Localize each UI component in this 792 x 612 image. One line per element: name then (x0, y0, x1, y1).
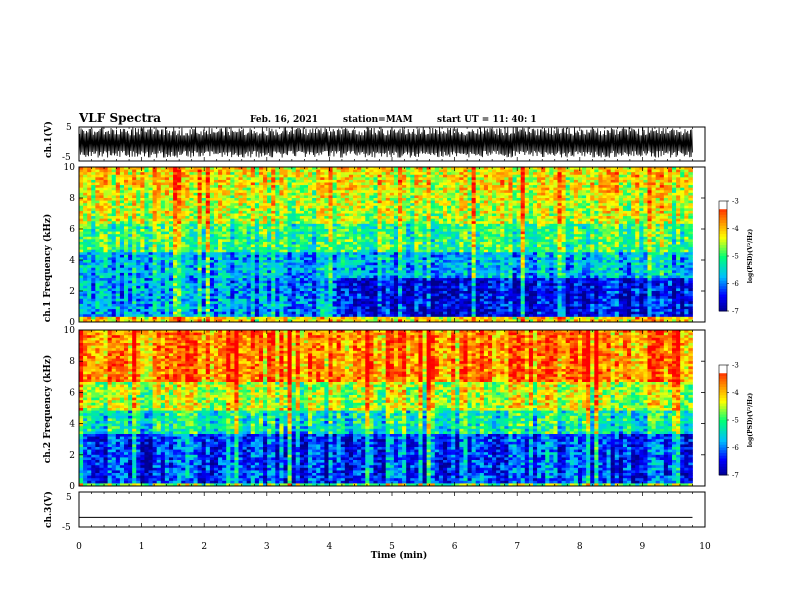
ch1-ytick-5: 5 (66, 123, 72, 133)
ch1-waveform-trace (78, 126, 693, 158)
panel-ch1-waveform: 5 -5 ch.1(V) (43, 121, 705, 163)
xtick-label-3: 3 (264, 542, 270, 552)
yt3-label-0: 0 (69, 482, 75, 492)
x-axis-label: Time (min) (371, 550, 428, 561)
yt3-label-8: 8 (69, 357, 75, 367)
date-label: Feb. 16, 2021 (250, 115, 318, 125)
x-axis-ticks: 0 1 2 3 4 5 6 7 8 9 10 (76, 542, 711, 552)
panel-ch3-waveform: 5 -5 ch.3(V) (43, 491, 693, 533)
cb1-tick--4: -4 (732, 225, 739, 233)
yt2-label-6: 6 (69, 225, 75, 235)
station-label: station=MAM (343, 115, 413, 125)
xtick-label-5: 5 (389, 542, 395, 552)
yt3-label-4: 4 (69, 420, 75, 430)
ch1-colorbar: -3 -4 -5 -6 -7 log(PSD)(V²/Hz) (718, 198, 754, 316)
ch3-ytick-5: 5 (66, 493, 72, 503)
cb1-label: log(PSD)(V²/Hz) (747, 229, 754, 284)
ch2-freq-yticks: 10 8 6 4 2 0 (64, 326, 705, 492)
xtick-label-1: 1 (139, 542, 145, 552)
cb2-label: log(PSD)(V²/Hz) (747, 393, 754, 448)
xtick-label-6: 6 (452, 542, 458, 552)
cb2-tick--6: -6 (732, 444, 739, 452)
cb2-tick--4: -4 (732, 389, 739, 397)
xtick-label-9: 9 (640, 542, 646, 552)
yt3-label-6: 6 (69, 388, 75, 398)
ch2-colorbar: -3 -4 -5 -6 -7 log(PSD)(V²/Hz) (718, 362, 754, 480)
panel-ch1-spectrogram: 10 8 6 4 2 0 ch.1 Frequency (kHz) (42, 163, 705, 328)
xtick-label-0: 0 (76, 542, 82, 552)
cb1-tick--3: -3 (732, 198, 739, 206)
cb2-tick--7: -7 (732, 472, 739, 480)
xtick-label-10: 10 (699, 542, 711, 552)
yt2-label-2: 2 (69, 287, 75, 297)
yt3-label-10: 10 (64, 326, 76, 336)
panel-frames (78, 126, 706, 528)
figure-title: VLF Spectra (78, 111, 161, 125)
xtick-label-2: 2 (201, 542, 207, 552)
cb2-tick--3: -3 (732, 362, 739, 370)
yt2-label-8: 8 (69, 194, 75, 204)
ch3-volt-ylabel: ch.3(V) (43, 491, 54, 528)
panel-ch2-spectrogram: 10 8 6 4 2 0 ch.2 Frequency (kHz) (42, 326, 705, 492)
yt2-label-10: 10 (64, 163, 76, 173)
cb1-tick--6: -6 (732, 280, 739, 288)
ch1-freq-ylabel: ch.1 Frequency (kHz) (42, 214, 53, 323)
start-time-label: start UT = 11: 40: 1 (437, 115, 537, 125)
yt2-label-4: 4 (69, 256, 75, 266)
yt2-label-0: 0 (69, 318, 75, 328)
panel-frame-4 (78, 491, 706, 528)
cb2-tick--5: -5 (732, 417, 739, 425)
ch1-volt-ylabel: ch.1(V) (43, 121, 54, 158)
xtick-label-4: 4 (327, 542, 333, 552)
ch2-freq-ylabel: ch.2 Frequency (kHz) (42, 355, 53, 464)
cb1-tick--7: -7 (732, 308, 739, 316)
xtick-label-7: 7 (514, 542, 520, 552)
ch1-spectrogram-image (79, 167, 693, 323)
ch2-spectrogram-image (79, 330, 693, 487)
cb1-tick--5: -5 (732, 253, 739, 261)
ch1-ytick-neg5: -5 (62, 153, 71, 163)
ch3-ytick-neg5: -5 (62, 523, 71, 533)
yt3-label-2: 2 (69, 451, 75, 461)
xtick-label-8: 8 (577, 542, 583, 552)
